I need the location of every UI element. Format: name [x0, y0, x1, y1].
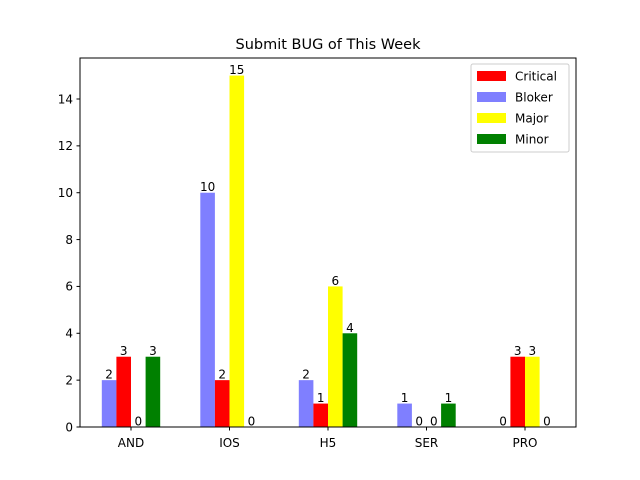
y-tick-label: 4 — [65, 327, 73, 341]
data-label-major-pro: 3 — [528, 344, 536, 358]
legend-label-bloker: Bloker — [515, 90, 553, 104]
y-tick-label: 0 — [65, 420, 73, 434]
bar-bloker-h5 — [298, 380, 314, 427]
legend-box — [470, 63, 570, 153]
data-label-major-h5: 6 — [331, 274, 339, 288]
bar-bloker-and — [101, 380, 117, 427]
data-label-minor-and: 3 — [149, 344, 157, 358]
data-label-bloker-ios: 10 — [200, 180, 215, 194]
bar-critical-and — [116, 356, 131, 427]
data-label-minor-h5: 4 — [346, 321, 354, 335]
bar-bloker-ios — [200, 192, 215, 427]
y-tick-label: 6 — [65, 280, 73, 294]
data-label-major-ios: 15 — [229, 63, 244, 77]
data-label-critical-pro: 3 — [514, 344, 522, 358]
data-label-bloker-ser: 1 — [401, 391, 409, 405]
data-label-major-and: 0 — [134, 415, 142, 429]
data-label-bloker-h5: 2 — [302, 368, 310, 382]
data-label-bloker-pro: 0 — [499, 415, 507, 429]
y-tick-label: 10 — [58, 186, 73, 200]
bar-critical-pro — [510, 356, 525, 427]
bar-bloker-ser — [397, 403, 412, 427]
y-tick-label: 8 — [65, 233, 73, 247]
data-label-critical-ser: 0 — [415, 415, 423, 429]
legend-label-minor: Minor — [515, 132, 549, 146]
bar-major-h5 — [328, 286, 343, 427]
x-tick-label: H5 — [320, 436, 337, 450]
data-label-bloker-and: 2 — [105, 368, 113, 382]
legend-swatch-bloker — [477, 92, 506, 102]
x-tick-label: SER — [415, 436, 439, 450]
bar-major-pro — [525, 356, 540, 427]
legend-label-major: Major — [515, 111, 548, 125]
data-label-critical-ios: 2 — [218, 368, 226, 382]
data-label-minor-pro: 0 — [543, 415, 551, 429]
legend: Critical Bloker Major Minor — [470, 63, 570, 153]
data-label-minor-ios: 0 — [248, 415, 256, 429]
data-label-critical-and: 3 — [120, 344, 128, 358]
x-tick-label: AND — [118, 436, 144, 450]
y-tick-label: 12 — [58, 139, 73, 153]
data-label-major-ser: 0 — [430, 415, 438, 429]
bar-minor-ser — [441, 403, 456, 427]
bar-minor-h5 — [342, 333, 358, 427]
data-label-minor-ser: 1 — [445, 391, 453, 405]
x-tick-label: PRO — [512, 436, 537, 450]
legend-swatch-major — [477, 113, 506, 123]
y-tick-label: 14 — [58, 92, 73, 106]
legend-swatch-minor — [477, 134, 506, 144]
chart-title: Submit BUG of This Week — [235, 37, 421, 53]
bar-critical-h5 — [313, 403, 328, 427]
y-tick-label: 2 — [65, 373, 73, 387]
legend-swatch-critical — [477, 71, 506, 81]
bar-minor-and — [145, 356, 161, 427]
legend-label-critical: Critical — [515, 69, 557, 83]
x-tick-label: IOS — [219, 436, 240, 450]
data-label-critical-h5: 1 — [317, 391, 325, 405]
bar-major-ios — [229, 75, 245, 428]
bar-critical-ios — [214, 380, 230, 427]
